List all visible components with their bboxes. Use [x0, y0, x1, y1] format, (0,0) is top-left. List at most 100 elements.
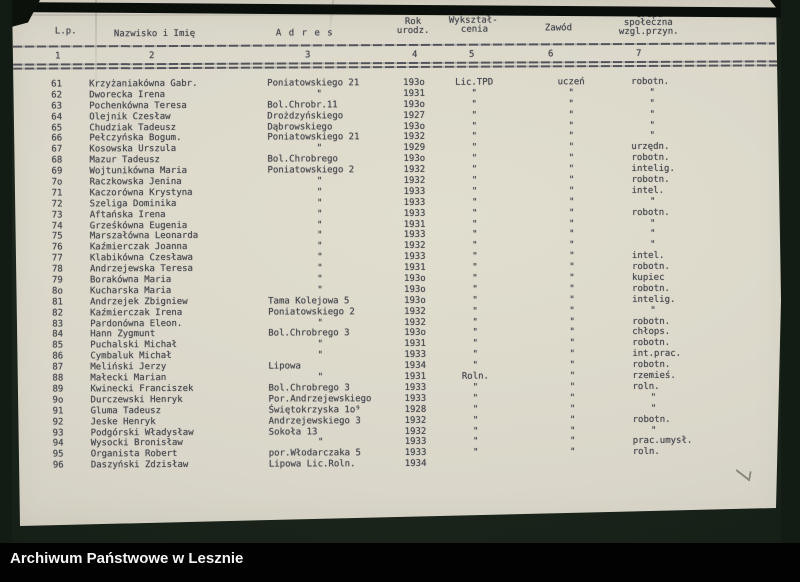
- table-body: 61 Krzyżaniakówna Gabr. Poniatowskiego 21 1…: [12, 76, 781, 472]
- col-educ-label-2: cenia: [460, 24, 489, 35]
- cell-addr: Bol.Chrobrego: [267, 154, 338, 165]
- cell-addr: ": [317, 230, 323, 241]
- cell-ed: ": [472, 415, 479, 426]
- cell-zaw: ": [569, 327, 575, 338]
- cell-grp: ": [650, 229, 656, 240]
- cell-name: Wojtunikówna Maria: [89, 166, 188, 177]
- cell-ed: ": [472, 273, 478, 284]
- cell-lp: 68: [51, 155, 63, 166]
- col-group-label-3: wzgl.przyn.: [618, 26, 679, 38]
- cell-lp: 92: [52, 417, 64, 428]
- cell-year: 1933: [404, 393, 427, 404]
- cell-ed: ": [472, 306, 478, 317]
- cell-addr: ": [317, 317, 323, 328]
- cell-lp: 86: [52, 351, 64, 362]
- cell-addr: ": [316, 176, 323, 187]
- cell-ed: ": [471, 132, 478, 143]
- paper-crease: [12, 14, 781, 16]
- cell-year: 1933: [403, 197, 426, 208]
- archive-footer-bar: Archiwum Państwowe w Lesznie: [0, 543, 800, 582]
- cell-lp: 8o: [52, 286, 63, 297]
- cell-lp: 77: [51, 253, 63, 264]
- cell-addr: Lipowa: [268, 361, 301, 372]
- cell-name: Hann Zygmunt: [90, 329, 156, 340]
- photo-edge-shadow: [0, 0, 12, 543]
- cell-name: Olejnik Czesław: [89, 111, 171, 123]
- cell-ed: ": [472, 241, 478, 252]
- cell-name: Raczkowska Jenina: [89, 176, 182, 188]
- cell-ed: ": [472, 284, 478, 295]
- cell-zaw: ": [568, 197, 575, 208]
- cell-year: 1932: [404, 426, 427, 437]
- cell-name: Aftańska Irena: [89, 209, 166, 221]
- cell-addr: Sokoła 13: [268, 426, 318, 438]
- cell-name: Pełczyńska Bogum.: [89, 133, 182, 144]
- cell-name: Andrzejewska Teresa: [89, 264, 193, 275]
- cell-grp: kupiec: [631, 272, 665, 284]
- cell-name: Podgórski Władysław: [90, 427, 194, 438]
- cell-grp: ": [649, 98, 655, 109]
- cell-zaw: ": [569, 229, 575, 240]
- cell-lp: 85: [52, 340, 64, 351]
- cell-grp: ": [649, 131, 656, 142]
- cell-addr: ": [316, 209, 323, 220]
- cell-lp: 78: [51, 264, 63, 275]
- cell-lp: 72: [51, 199, 63, 210]
- cell-addr: ": [317, 263, 323, 274]
- cell-name: Kaczorówna Krystyna: [89, 187, 193, 199]
- column-number-4: 4: [411, 49, 418, 60]
- cell-year: 1933: [404, 448, 427, 459]
- cell-year: 1932: [403, 175, 426, 186]
- cell-name: Kaźmierczak Irena: [90, 307, 183, 319]
- cell-ed: ": [472, 230, 478, 241]
- cell-name: Grześkówna Eugenia: [89, 220, 188, 231]
- cell-lp: 61: [51, 79, 63, 90]
- cell-year: 1931: [404, 371, 427, 383]
- cell-lp: 88: [52, 373, 64, 384]
- cell-year: 1932: [403, 165, 426, 176]
- cell-zaw: ": [568, 131, 575, 142]
- cell-addr: ": [317, 350, 324, 361]
- cell-lp: 82: [52, 308, 64, 319]
- cell-lp: 89: [52, 384, 64, 395]
- cell-grp: rzemieś.: [632, 370, 676, 382]
- column-number-3: 3: [304, 50, 311, 61]
- cell-zaw: ": [569, 218, 575, 229]
- cell-lp: 84: [52, 329, 64, 341]
- cell-ed: ": [471, 99, 477, 110]
- cell-year: 1931: [404, 339, 426, 350]
- cell-zaw: ": [569, 305, 575, 316]
- cell-year: 1933: [404, 382, 427, 393]
- cell-ed: ": [472, 426, 479, 437]
- cell-zaw: ": [569, 295, 575, 306]
- cell-year: 1933: [403, 230, 426, 241]
- cell-name: Kosowska Urszula: [89, 144, 177, 155]
- cell-ed: ": [471, 186, 478, 197]
- cell-zaw: ": [568, 109, 575, 120]
- cell-ed: ": [472, 382, 479, 393]
- cell-zaw: ": [570, 447, 576, 458]
- cell-addr: ": [317, 339, 324, 350]
- cell-lp: 83: [52, 319, 64, 330]
- cell-grp: ": [650, 305, 656, 316]
- cell-name: Wysocki Bronisław: [90, 438, 183, 449]
- cell-name: Durczewski Henryk: [90, 394, 183, 406]
- cell-zaw: ": [569, 360, 576, 371]
- cell-addr: por.Włodarczaka 5: [268, 448, 361, 459]
- cell-grp: robotn.: [631, 174, 670, 186]
- cell-zaw: ": [569, 425, 576, 436]
- cell-grp: robotn.: [632, 283, 671, 294]
- cell-lp: 71: [51, 188, 63, 199]
- cell-zaw: ": [569, 436, 576, 447]
- col-name-label: Nazwisko i Imię: [113, 28, 196, 40]
- cell-lp: 79: [51, 275, 63, 286]
- cell-ed: ": [471, 121, 478, 132]
- cell-grp: robotn.: [632, 316, 671, 327]
- cell-name: Puchalski Michał: [90, 340, 178, 351]
- cell-name: Kaźmierczak Joanna: [89, 242, 188, 253]
- cell-zaw: ": [568, 207, 575, 218]
- cell-addr: Poniatowskiego 2: [268, 306, 355, 318]
- cell-addr: ": [317, 241, 323, 252]
- cell-ed: ": [472, 262, 478, 273]
- cell-lp: 74: [51, 221, 63, 232]
